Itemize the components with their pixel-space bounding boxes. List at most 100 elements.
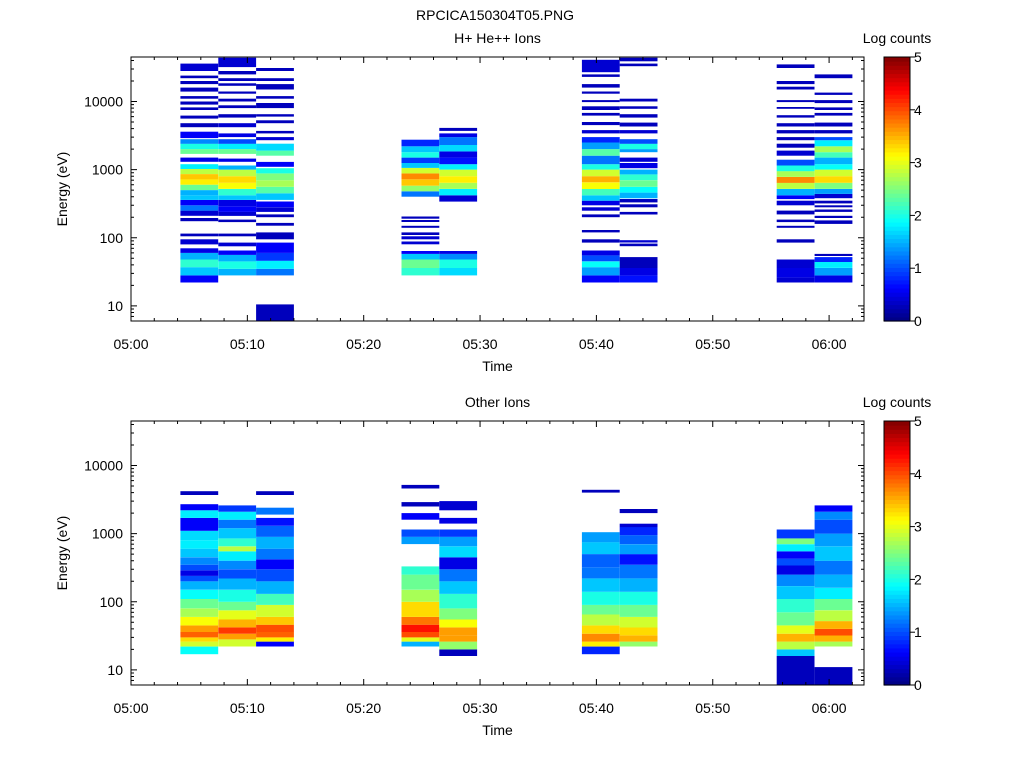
heatmap-cell <box>218 560 257 570</box>
heatmap-cell <box>218 71 257 75</box>
colorbar-band <box>884 209 910 215</box>
colorbar-band <box>884 561 910 566</box>
colorbar-band <box>884 590 910 595</box>
heatmap-cell <box>581 578 620 592</box>
heatmap-cell <box>814 189 853 194</box>
heatmap-cell <box>814 176 853 183</box>
y-tick-label: 10000 <box>84 458 123 474</box>
x-tick-label: 05:50 <box>695 700 730 716</box>
colorbar-band <box>884 242 910 248</box>
heatmap-cell <box>218 83 257 86</box>
heatmap-cell <box>814 560 853 575</box>
heatmap-cell <box>581 633 620 642</box>
colorbar-tick-label: 3 <box>914 519 922 535</box>
colorbar-band <box>884 544 910 550</box>
colorbar-band <box>884 226 910 231</box>
heatmap-cell <box>218 528 257 539</box>
colorbar-band <box>884 98 910 103</box>
heatmap-cell <box>401 513 440 520</box>
colorbar-band <box>884 213 910 219</box>
heatmap-cell <box>180 205 219 211</box>
heatmap-cell <box>180 589 219 599</box>
heatmap-cell <box>776 81 815 85</box>
heatmap-cell <box>776 649 815 656</box>
colorbar-tick-label: 5 <box>914 413 922 429</box>
x-tick-label: 05:00 <box>113 700 148 716</box>
heatmap-cell <box>401 225 440 228</box>
heatmap-cell <box>256 207 294 212</box>
heatmap-cell <box>619 240 658 243</box>
heatmap-cell <box>439 608 478 620</box>
colorbar-band <box>884 643 910 649</box>
heatmap-cell <box>619 192 658 199</box>
heatmap-cell <box>218 182 257 189</box>
colorbar-band <box>884 283 910 289</box>
colorbar-band <box>884 594 910 599</box>
colorbar-band <box>884 656 910 661</box>
heatmap-cell <box>581 275 620 283</box>
heatmap-cell <box>256 84 294 90</box>
colorbar-band <box>884 553 910 558</box>
heatmap-cell <box>814 122 853 127</box>
heatmap-cell <box>776 137 815 141</box>
heatmap-cell <box>776 551 815 559</box>
heatmap-cell <box>218 254 257 262</box>
heatmap-cell <box>619 143 658 150</box>
colorbar-band <box>884 110 910 116</box>
heatmap-cell <box>180 570 219 576</box>
heatmap-cell <box>180 637 219 642</box>
heatmap-cell <box>619 641 658 647</box>
heatmap-cell <box>619 174 658 181</box>
colorbar-band <box>884 312 910 318</box>
heatmap-cell <box>619 627 658 636</box>
colorbar-band <box>884 421 910 426</box>
heatmap-cell <box>619 257 658 268</box>
heatmap-cell <box>776 586 815 599</box>
heatmap-cell <box>619 204 658 208</box>
heatmap-cell <box>619 57 658 62</box>
heatmap-cell <box>776 123 815 127</box>
heatmap-cell <box>581 130 620 134</box>
heatmap-cell <box>776 100 815 103</box>
heatmap-cell <box>619 604 658 617</box>
heatmap-cell <box>581 267 620 276</box>
colorbar-band <box>884 581 910 587</box>
heatmap-cell <box>814 130 853 134</box>
heatmap-cell <box>439 189 478 196</box>
heatmap-cell <box>581 142 620 150</box>
heatmap-cell <box>401 173 440 180</box>
heatmap-cell <box>776 544 815 552</box>
colorbar-band <box>884 664 910 670</box>
heatmap-cell <box>218 176 257 183</box>
colorbar-band <box>884 164 910 169</box>
heatmap-cell <box>776 656 815 685</box>
heatmap-cell <box>814 137 853 141</box>
heatmap-cell <box>439 635 478 642</box>
heatmap-cell <box>180 616 219 626</box>
heatmap-cell <box>581 255 620 262</box>
heatmap-cell <box>439 649 478 656</box>
heatmap-cell <box>180 210 219 216</box>
heatmap-cell <box>814 146 853 153</box>
heatmap-cell <box>401 589 440 602</box>
heatmap-cell <box>581 106 620 110</box>
colorbar-band <box>884 470 910 476</box>
heatmap-cell <box>256 559 294 570</box>
heatmap-cell <box>401 179 440 186</box>
heatmap-cell <box>619 616 658 628</box>
heatmap-cell <box>256 252 294 261</box>
plot-frame <box>130 56 865 322</box>
heatmap-cell <box>581 261 620 268</box>
colorbar-band <box>884 201 910 207</box>
heatmap-cell <box>256 120 294 124</box>
heatmap-cell <box>180 81 219 85</box>
heatmap-cell <box>814 268 853 276</box>
heatmap-cell <box>180 646 219 655</box>
colorbar-band <box>884 114 910 120</box>
heatmap-cell <box>218 206 257 212</box>
heatmap-cell <box>814 262 853 268</box>
colorbar-band <box>884 577 910 583</box>
heatmap-cell <box>814 574 853 588</box>
colorbar-band <box>884 532 910 538</box>
heatmap-cell <box>218 114 257 118</box>
